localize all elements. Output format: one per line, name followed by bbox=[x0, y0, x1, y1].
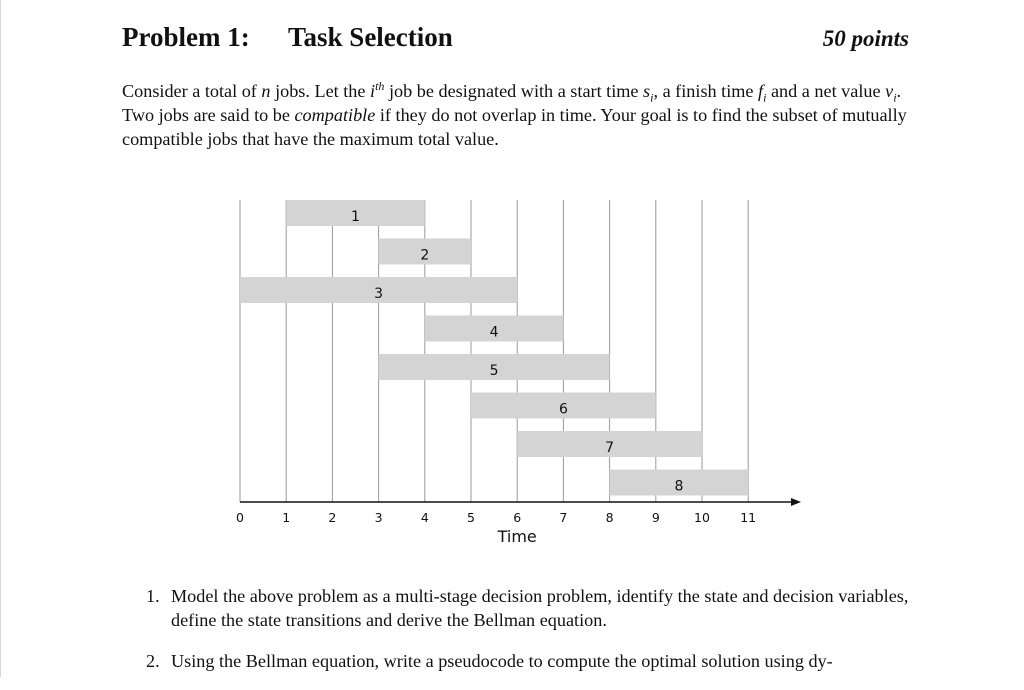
intro-var-n: n bbox=[261, 81, 271, 101]
intro-sub-f: i bbox=[763, 90, 767, 105]
tick-label: 7 bbox=[559, 510, 567, 525]
tick-label: 4 bbox=[421, 510, 429, 525]
intro-sup-th: th bbox=[375, 78, 385, 93]
intro-text-3: job be designated with a start time bbox=[384, 81, 644, 101]
tick-label: 10 bbox=[694, 510, 710, 525]
intro-text-5: and a net value bbox=[766, 81, 886, 101]
tick-label: 1 bbox=[282, 510, 290, 525]
intro-text-4: , a finish time bbox=[653, 81, 759, 101]
job-bar bbox=[378, 238, 471, 265]
job-label: 6 bbox=[559, 402, 568, 418]
intro-sub-v: i bbox=[893, 90, 897, 105]
job-bar bbox=[424, 315, 564, 342]
x-axis-label: Time bbox=[497, 527, 537, 546]
job-label: 8 bbox=[674, 479, 683, 495]
job-label: 4 bbox=[490, 325, 499, 341]
job-bar bbox=[609, 469, 749, 496]
tick-label: 5 bbox=[467, 510, 475, 525]
job-bar bbox=[378, 354, 610, 380]
task-number: 1. bbox=[146, 586, 160, 606]
intro-text-6: . Two jobs are said to be bbox=[122, 81, 902, 125]
intro-text-1: Consider a total of bbox=[122, 81, 262, 101]
tick-label: 6 bbox=[513, 510, 521, 525]
task-item-1: 1. Model the above problem as a multi-st… bbox=[146, 584, 916, 632]
job-label: 7 bbox=[605, 440, 614, 456]
intro-var-f: f bbox=[758, 81, 764, 101]
intro-text-2: jobs. Let the bbox=[270, 81, 371, 101]
problem-number: Problem 1: bbox=[122, 22, 250, 52]
tick-label: 8 bbox=[606, 510, 614, 525]
job-bar bbox=[240, 277, 518, 303]
task-number: 2. bbox=[146, 651, 160, 671]
task-text: Using the Bellman equation, write a pseu… bbox=[171, 651, 833, 671]
job-schedule-figure: 1 2 3 4 5 6 7 8 0 1 2 3 4 5 6 7 8 9 10 11 Time bbox=[225, 190, 805, 550]
intro-var-v: v bbox=[885, 81, 894, 101]
page-edge bbox=[0, 0, 1, 677]
job-label: 1 bbox=[351, 209, 360, 225]
problem-points: 50 points bbox=[822, 26, 909, 51]
tick-label: 9 bbox=[652, 510, 660, 525]
task-list: 1. Model the above problem as a multi-st… bbox=[146, 584, 916, 690]
problem-title: Task Selection bbox=[288, 22, 453, 52]
task-item-2: 2. Using the Bellman equation, write a p… bbox=[146, 649, 916, 673]
problem-statement: Consider a total of n jobs. Let the ith … bbox=[122, 79, 912, 151]
job-bar bbox=[286, 200, 425, 226]
job-bar bbox=[471, 392, 656, 419]
tick-label: 2 bbox=[328, 510, 336, 525]
job-label: 2 bbox=[420, 248, 429, 264]
intro-var-i: i bbox=[370, 81, 376, 101]
tick-label: 0 bbox=[236, 510, 244, 525]
intro-term-compatible: compatible bbox=[294, 105, 376, 125]
problem-header: Problem 1: Task Selection 50 points bbox=[122, 20, 909, 60]
intro-sub-s: i bbox=[650, 90, 654, 105]
tick-label: 3 bbox=[375, 510, 383, 525]
job-label: 5 bbox=[490, 363, 499, 379]
x-axis-arrow-icon bbox=[791, 498, 801, 506]
job-label: 3 bbox=[374, 286, 383, 302]
job-bar bbox=[517, 431, 702, 457]
intro-var-s: s bbox=[643, 81, 651, 101]
intro-text-7: if they do not overlap in time. Your goa… bbox=[122, 105, 907, 149]
task-text: Model the above problem as a multi-stage… bbox=[171, 586, 909, 630]
tick-label: 11 bbox=[740, 510, 756, 525]
